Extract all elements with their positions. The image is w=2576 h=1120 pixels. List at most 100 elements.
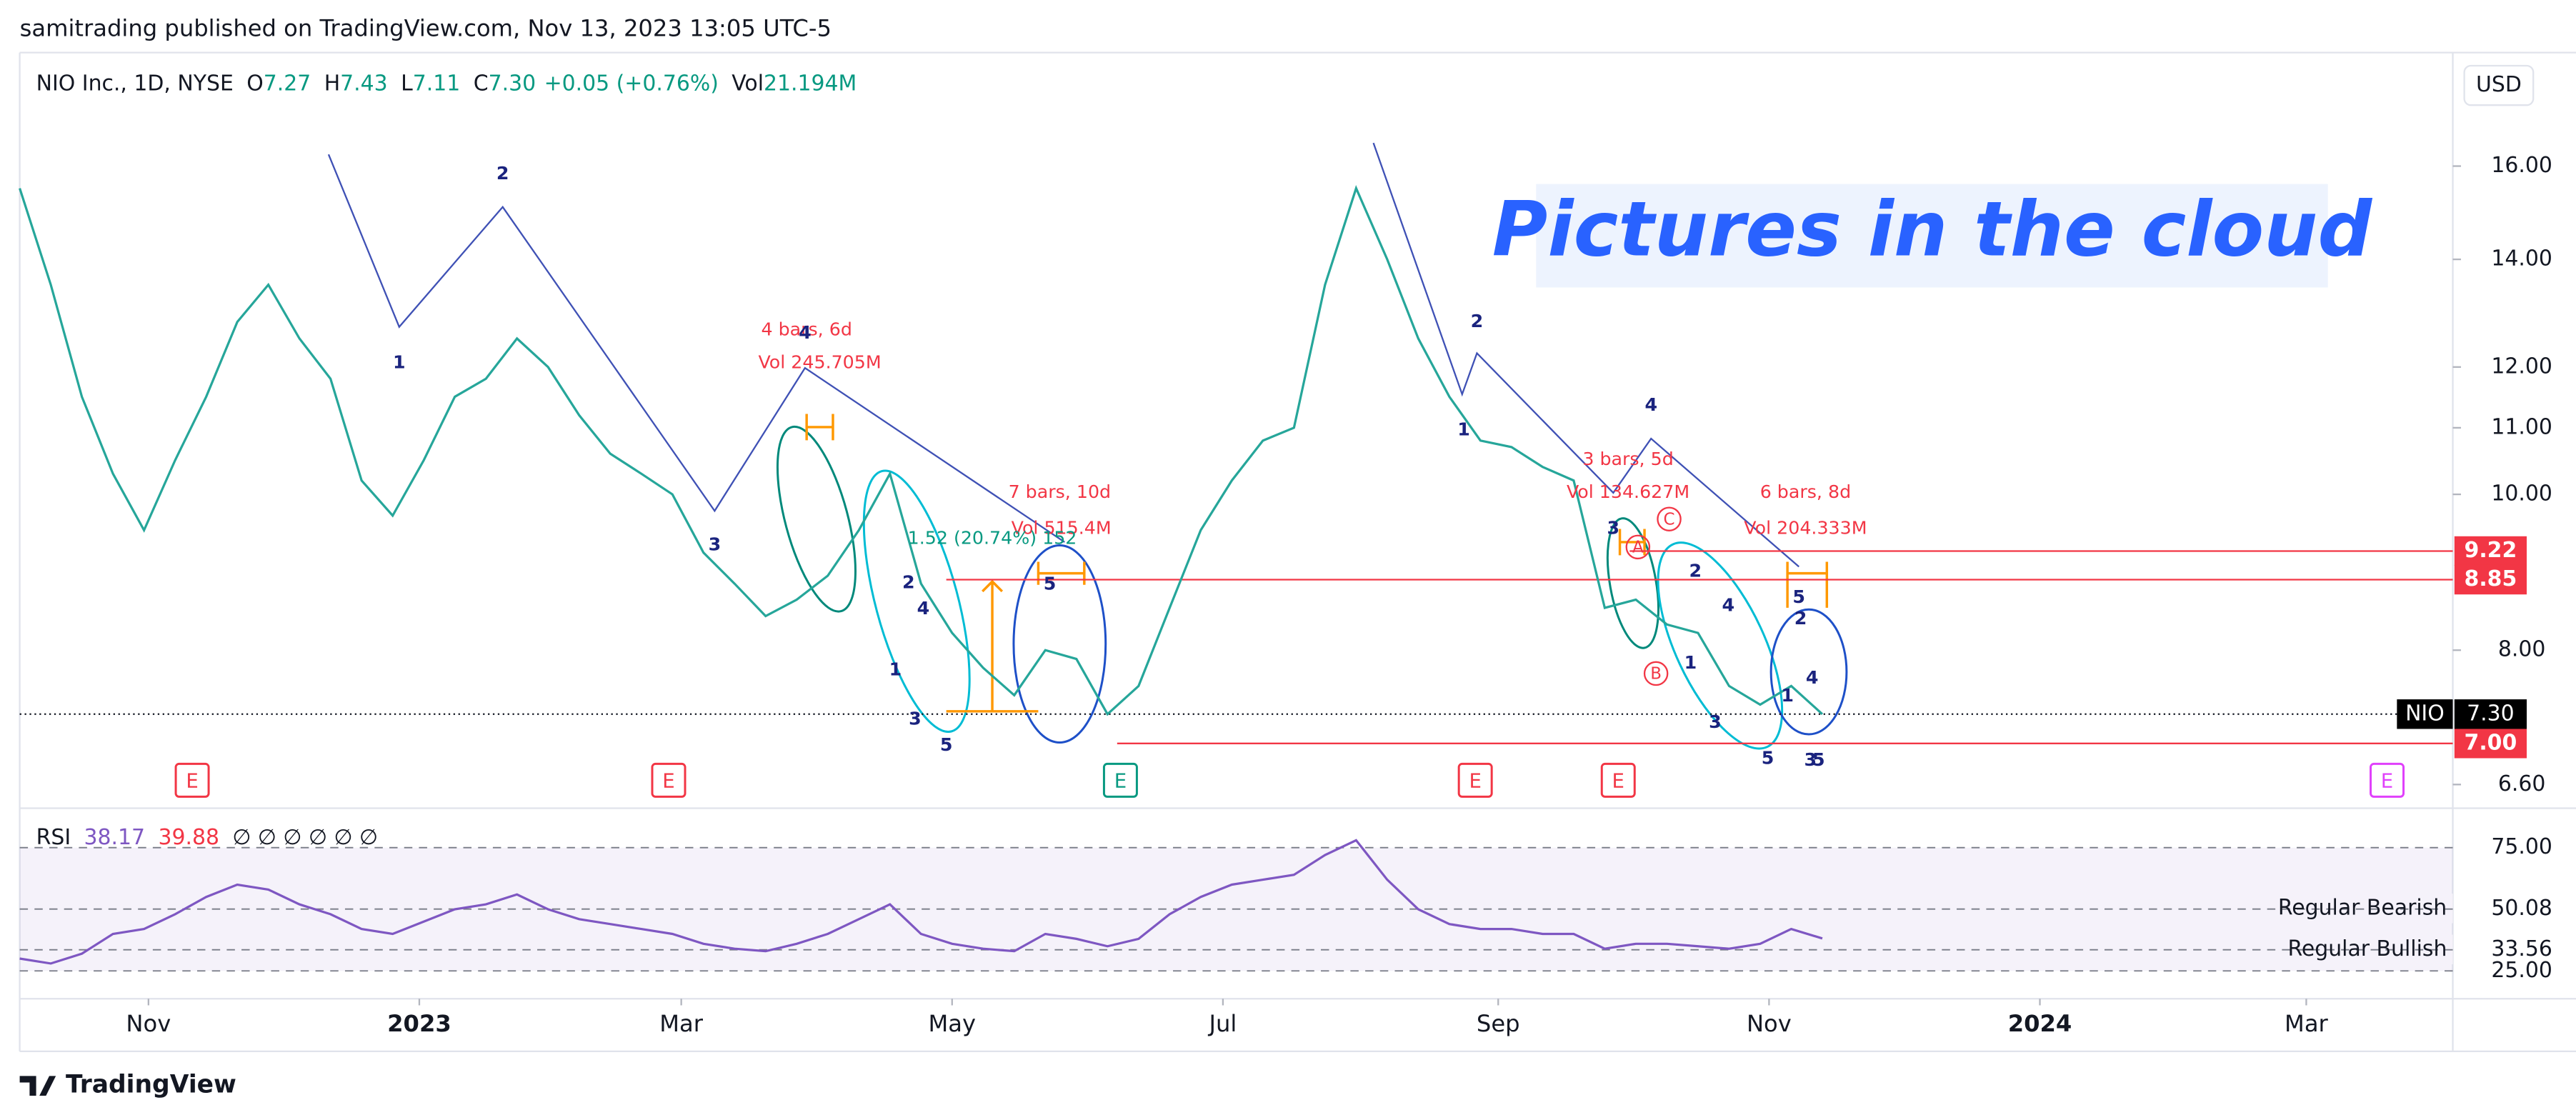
- wave-ellipse: [1769, 608, 1848, 736]
- wave-label: 5: [940, 734, 953, 755]
- abc-circle: [1657, 506, 1682, 531]
- x-tick-label: Sep: [1477, 1010, 1520, 1037]
- abc-circle: [1643, 661, 1669, 686]
- ohlc-value: 7.43: [340, 71, 388, 96]
- y-tick-label: 14.00: [2491, 246, 2552, 271]
- ohlc-value: 7.27: [264, 71, 311, 96]
- currency: USD: [2476, 72, 2522, 97]
- abc-circle: [1625, 534, 1651, 560]
- rsi-ma: 39.88: [158, 824, 219, 849]
- wave-label: 1: [1781, 685, 1794, 706]
- wave-ellipse: [1012, 544, 1107, 744]
- x-tick-label: Jul: [1207, 1010, 1237, 1037]
- y-tick-label: 11.00: [2491, 414, 2552, 439]
- footer-logo-text: TradingView: [66, 1071, 236, 1099]
- earnings-marker: [1457, 762, 1493, 798]
- x-tick-label: 2024: [2008, 1010, 2072, 1037]
- watermark: Pictures in the cloud: [1492, 186, 2373, 274]
- rsi-title: RSI: [36, 824, 71, 849]
- wave-label: 3: [1804, 749, 1817, 770]
- last-price-tag: [2454, 699, 2527, 729]
- currency-box: [2463, 64, 2535, 106]
- measure-label: Vol 204.333M: [1744, 518, 1867, 539]
- earnings-label: E: [1612, 769, 1624, 793]
- level-label: 8.85: [2465, 566, 2517, 591]
- wave-label: 5: [1792, 586, 1805, 607]
- earnings-label: E: [662, 769, 674, 793]
- wave-label: 4: [1806, 667, 1819, 688]
- x-tick-label: 2023: [387, 1010, 451, 1037]
- x-tick-label: May: [929, 1010, 977, 1037]
- wave-label: 1: [1457, 419, 1470, 440]
- earnings-label: E: [1469, 769, 1481, 793]
- series-line: [19, 185, 1824, 716]
- ohlc-label: L: [401, 71, 413, 96]
- ohlc-value: 7.11: [413, 71, 461, 96]
- watermark-box: [1536, 184, 2328, 288]
- last-price: 7.30: [2467, 701, 2515, 726]
- wave-label: 1: [393, 351, 406, 372]
- abc-label: C: [1664, 510, 1675, 529]
- measure-label: 3 bars, 5d: [1582, 449, 1673, 469]
- measure-label: 4 bars, 6d: [761, 319, 852, 339]
- wave-line: [327, 154, 1065, 543]
- earnings-label: E: [2381, 769, 2393, 793]
- level-tag: [2454, 564, 2527, 595]
- rsi-header: RSI 38.17 39.88 ∅ ∅ ∅ ∅ ∅ ∅: [36, 824, 378, 849]
- earnings-marker: [1102, 762, 1138, 798]
- measure-label: Vol 515.4M: [1012, 518, 1112, 539]
- wave-label: 3: [1607, 518, 1620, 539]
- vol: 21.194M: [764, 71, 857, 96]
- earnings-marker: [174, 762, 210, 798]
- rsi-tick-label: 33.56: [2491, 936, 2552, 961]
- earnings-marker: [651, 762, 687, 798]
- measure-label: Vol 245.705M: [758, 351, 881, 372]
- rsi-placeholders: ∅ ∅ ∅ ∅ ∅ ∅: [232, 824, 378, 849]
- abc-label: A: [1632, 538, 1644, 556]
- last-name: NIO: [2405, 701, 2445, 726]
- wave-ellipse: [776, 425, 857, 613]
- wave-label: 4: [799, 322, 812, 343]
- change: +0.05 (+0.76%): [544, 71, 719, 96]
- x-tick-label: Nov: [1747, 1010, 1792, 1037]
- wave-label: 2: [496, 163, 509, 184]
- ohlc-label: H: [324, 71, 340, 96]
- earnings-marker: [1600, 762, 1636, 798]
- x-tick-label: Mar: [659, 1010, 703, 1037]
- wave-label: 2: [1794, 608, 1807, 629]
- wave-label: 1: [1684, 652, 1697, 673]
- divergence-label: Regular Bearish: [2278, 895, 2447, 920]
- wave-label: 2: [1689, 560, 1702, 581]
- wave-label: 5: [1044, 574, 1057, 594]
- wave-label: 2: [902, 571, 915, 592]
- wave-ellipse: [1657, 541, 1784, 750]
- measure-label: 7 bars, 10d: [1009, 481, 1112, 502]
- wave-label: 2: [1471, 311, 1484, 331]
- x-tick-label: Nov: [126, 1010, 171, 1037]
- wave-label: 4: [1644, 394, 1657, 415]
- wave-label: 4: [917, 598, 930, 619]
- level-tag: [2454, 536, 2527, 566]
- y-tick-label: 8.00: [2498, 637, 2546, 662]
- wave-label: 4: [1722, 595, 1735, 616]
- wave-line: [1372, 142, 1799, 568]
- wave-label: 1: [889, 659, 902, 679]
- ohlc-label: O: [246, 71, 264, 96]
- level-tag: [2454, 729, 2527, 759]
- rsi-tick-label: 25.00: [2491, 958, 2552, 983]
- ohlc-value: 7.30: [489, 71, 536, 96]
- abc-label: B: [1650, 665, 1662, 684]
- x-tick-label: Mar: [2285, 1010, 2328, 1037]
- earnings-label: E: [186, 769, 198, 793]
- divergence-label: Regular Bullish: [2287, 936, 2447, 961]
- y-tick-label: 10.00: [2491, 481, 2552, 506]
- vol-label: Vol: [732, 71, 764, 96]
- measure-label: Vol 134.627M: [1567, 481, 1689, 502]
- y-tick-label: 6.60: [2498, 771, 2546, 796]
- ohlc-label: C: [474, 71, 489, 96]
- y-tick-label: 16.00: [2491, 153, 2552, 178]
- last-name-tag: [2397, 699, 2453, 729]
- divergence-box: [2270, 894, 2453, 924]
- wave-ellipse: [862, 469, 971, 733]
